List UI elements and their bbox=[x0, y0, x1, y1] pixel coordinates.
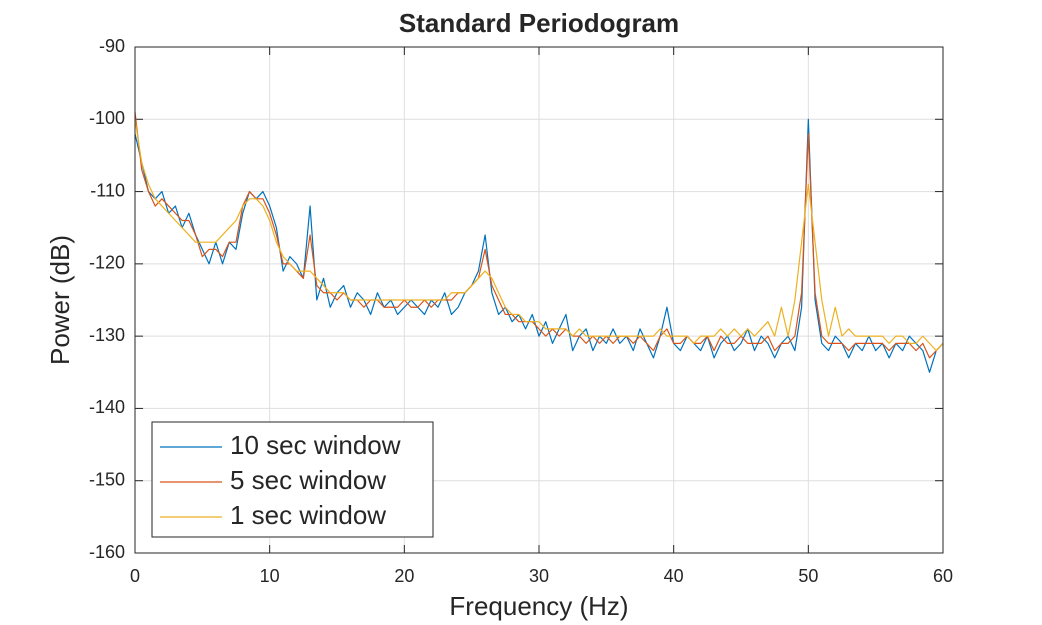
legend: 10 sec window 5 sec window 1 sec window bbox=[151, 421, 434, 538]
legend-label: 10 sec window bbox=[230, 430, 401, 460]
y-tick-label: -150 bbox=[89, 469, 125, 489]
y-tick-label: -160 bbox=[89, 542, 125, 562]
y-axis-label: Power (dB) bbox=[45, 235, 75, 365]
x-tick-label: 40 bbox=[664, 566, 684, 586]
y-tick-label: -110 bbox=[90, 180, 125, 200]
y-tick-label: -100 bbox=[89, 108, 125, 128]
x-tick-label: 20 bbox=[394, 566, 414, 586]
chart-title: Standard Periodogram bbox=[399, 8, 679, 38]
legend-label: 5 sec window bbox=[230, 465, 386, 495]
plot-frame bbox=[134, 46, 944, 554]
legend-box bbox=[151, 421, 434, 538]
y-tick-label: -120 bbox=[89, 253, 125, 273]
legend-label: 1 sec window bbox=[230, 500, 386, 530]
x-tick-label: 30 bbox=[529, 566, 549, 586]
data-line bbox=[134, 118, 944, 373]
y-tick-label: -130 bbox=[89, 325, 125, 345]
x-tick-label: 10 bbox=[260, 566, 280, 586]
y-tick-label: -90 bbox=[99, 36, 125, 56]
x-tick-label: 0 bbox=[130, 566, 140, 586]
x-axis-label: Frequency (Hz) bbox=[449, 591, 628, 621]
x-tick-label: 60 bbox=[933, 566, 953, 586]
data-line bbox=[134, 119, 944, 352]
data-line bbox=[134, 111, 944, 359]
y-tick-label: -140 bbox=[89, 397, 125, 417]
x-tick-label: 50 bbox=[798, 566, 818, 586]
